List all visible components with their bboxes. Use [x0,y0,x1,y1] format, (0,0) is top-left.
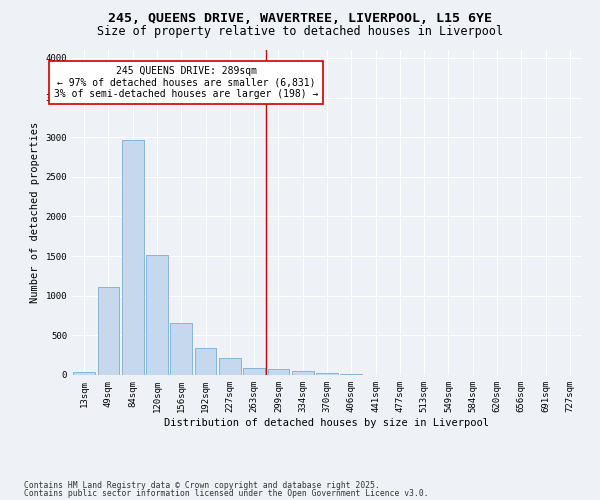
Bar [316,373,338,375]
Bar [219,358,241,375]
Bar [73,372,95,375]
Text: Size of property relative to detached houses in Liverpool: Size of property relative to detached ho… [97,25,503,38]
Text: Contains HM Land Registry data © Crown copyright and database right 2025.: Contains HM Land Registry data © Crown c… [24,481,380,490]
X-axis label: Distribution of detached houses by size in Liverpool: Distribution of detached houses by size … [164,418,490,428]
Text: Contains public sector information licensed under the Open Government Licence v3: Contains public sector information licen… [24,488,428,498]
Bar [340,374,362,375]
Bar [292,370,314,375]
Bar [122,140,143,375]
Bar [268,368,289,375]
Bar [243,368,265,375]
Bar [97,287,119,375]
Bar [146,254,168,375]
Text: 245 QUEENS DRIVE: 289sqm
← 97% of detached houses are smaller (6,831)
3% of semi: 245 QUEENS DRIVE: 289sqm ← 97% of detach… [54,66,319,99]
Bar [170,322,192,375]
Text: 245, QUEENS DRIVE, WAVERTREE, LIVERPOOL, L15 6YE: 245, QUEENS DRIVE, WAVERTREE, LIVERPOOL,… [108,12,492,26]
Y-axis label: Number of detached properties: Number of detached properties [30,122,40,303]
Bar [194,348,217,375]
